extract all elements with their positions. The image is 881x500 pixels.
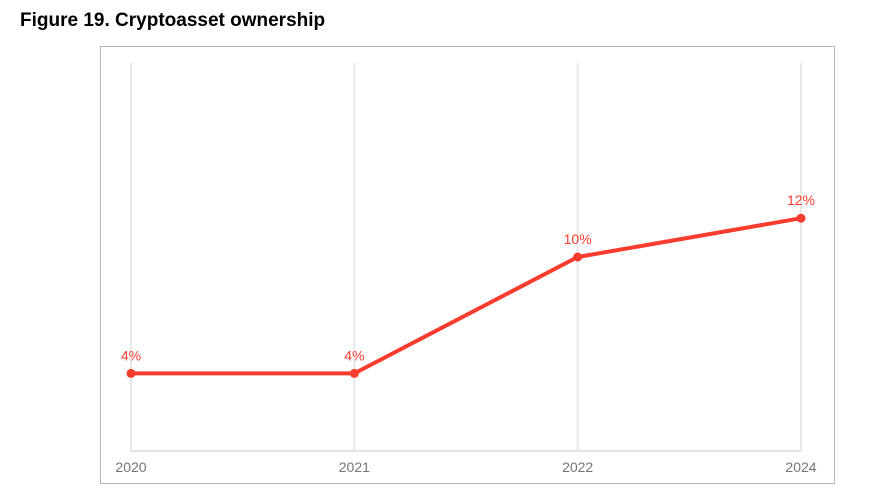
value-label: 10% (564, 231, 592, 247)
data-point (573, 252, 583, 262)
data-point (126, 368, 136, 378)
value-label: 4% (121, 347, 141, 363)
chart-frame: 4% 4% 10% 12% 2020 2021 2022 2024 (100, 46, 835, 484)
line-chart: 4% 4% 10% 12% 2020 2021 2022 2024 (115, 63, 817, 475)
data-point (796, 213, 806, 223)
value-label: 4% (344, 347, 364, 363)
x-tick-label: 2024 (785, 459, 816, 475)
data-point (349, 368, 359, 378)
x-tick-label: 2020 (115, 459, 146, 475)
value-label: 12% (787, 192, 815, 208)
figure-title: Figure 19. Cryptoasset ownership (20, 10, 326, 31)
x-tick-label: 2022 (562, 459, 593, 475)
series-line (129, 216, 803, 376)
x-tick-label: 2021 (339, 459, 370, 475)
